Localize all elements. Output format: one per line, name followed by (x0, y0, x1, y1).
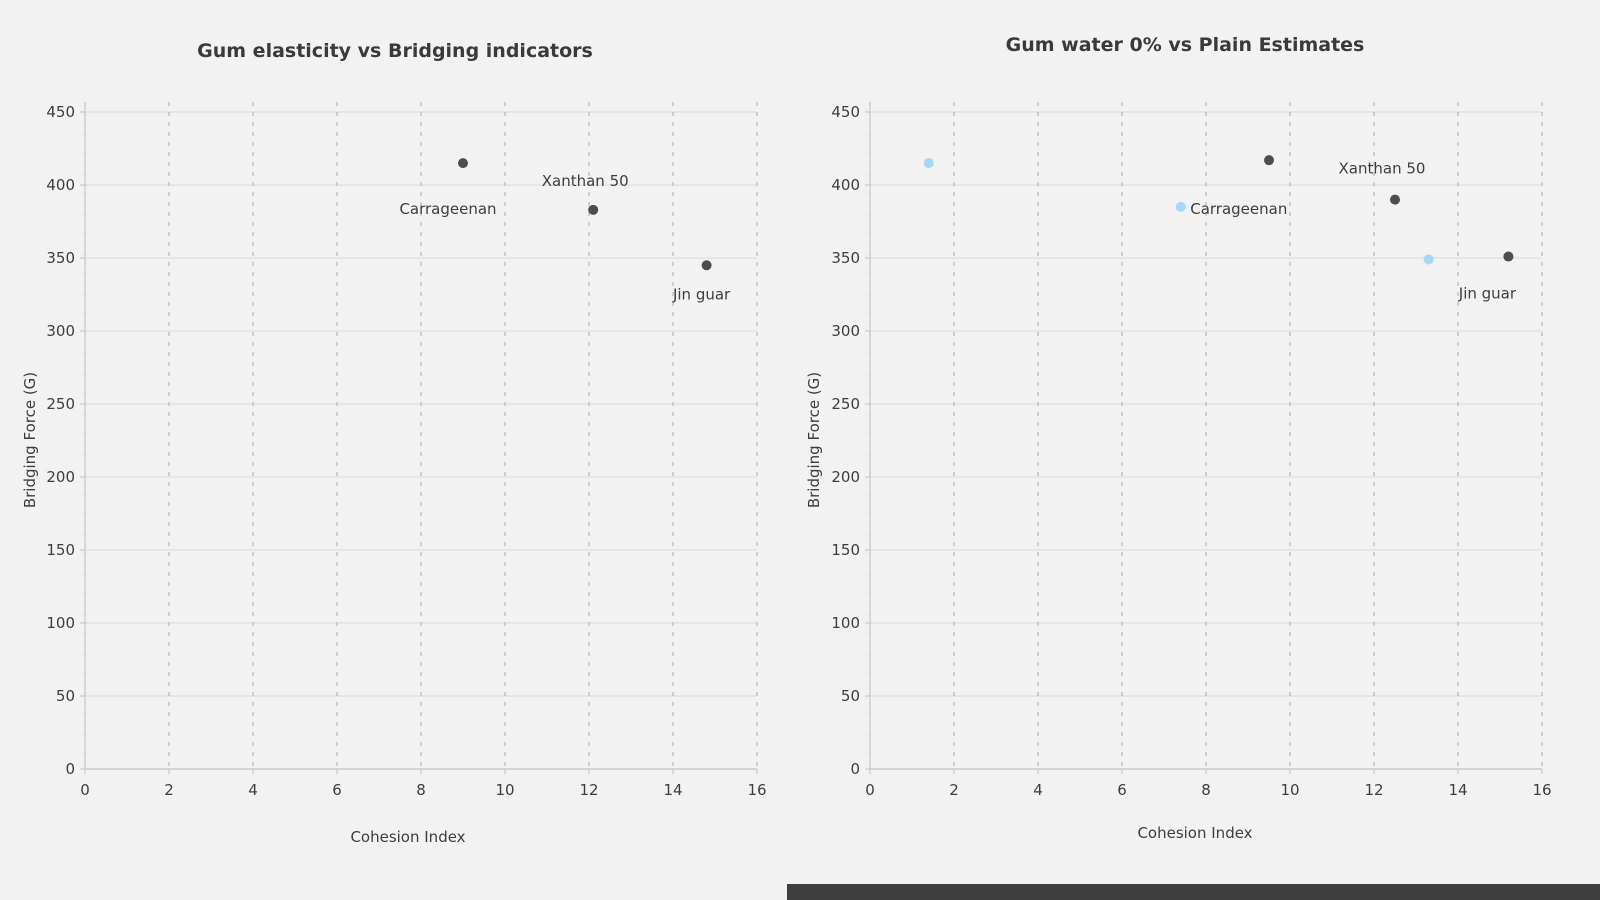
y-tick-label: 200 (46, 468, 75, 486)
x-tick-label: 0 (865, 781, 875, 799)
x-tick-label: 16 (747, 781, 766, 799)
y-tick-label: 450 (831, 103, 860, 121)
data-point (1503, 251, 1514, 262)
data-point (1175, 201, 1186, 212)
data-point (701, 260, 712, 271)
y-tick-label: 50 (841, 687, 860, 705)
x-tick-label: 14 (1448, 781, 1467, 799)
y-tick-label: 0 (850, 760, 860, 778)
y-tick-label: 400 (831, 176, 860, 194)
y-tick-label: 150 (46, 541, 75, 559)
point-label: Jin guar (1458, 285, 1517, 303)
x-tick-label: 6 (1117, 781, 1127, 799)
y-tick-label: 400 (46, 176, 75, 194)
y-tick-label: 350 (46, 249, 75, 267)
x-tick-label: 8 (1201, 781, 1211, 799)
x-tick-label: 14 (663, 781, 682, 799)
y-tick-label: 450 (46, 103, 75, 121)
right-y-axis-label: Bridging Force (G) (805, 371, 823, 509)
x-tick-label: 16 (1532, 781, 1551, 799)
y-tick-label: 250 (46, 395, 75, 413)
data-point (588, 204, 599, 215)
x-tick-label: 2 (949, 781, 959, 799)
y-tick-label: 300 (831, 322, 860, 340)
point-label: Carrageenan (1190, 200, 1287, 218)
data-point (1423, 254, 1434, 265)
y-tick-label: 200 (831, 468, 860, 486)
point-label: Xanthan 50 (1339, 160, 1426, 178)
data-point (923, 158, 934, 169)
data-point (1390, 194, 1400, 205)
x-tick-label: 10 (495, 781, 514, 799)
x-tick-label: 4 (248, 781, 258, 799)
point-label: Carrageenan (399, 200, 496, 218)
y-tick-label: 300 (46, 322, 75, 340)
left-y-axis-label: Bridging Force (G) (21, 371, 39, 509)
left-chart-title: Gum elasticity vs Bridging indicators (197, 40, 593, 62)
y-tick-label: 100 (46, 614, 75, 632)
y-tick-label: 100 (831, 614, 860, 632)
point-label: Xanthan 50 (542, 172, 629, 190)
y-tick-label: 0 (65, 760, 75, 778)
x-tick-label: 2 (164, 781, 174, 799)
x-tick-label: 10 (1280, 781, 1299, 799)
x-tick-label: 6 (332, 781, 342, 799)
point-label: Jin guar (672, 285, 731, 303)
right-chart-title: Gum water 0% vs Plain Estimates (1005, 34, 1365, 56)
y-tick-label: 250 (831, 395, 860, 413)
right-x-axis-label: Cohesion Index (1137, 824, 1253, 842)
data-point (1264, 155, 1274, 166)
left-x-axis-label: Cohesion Index (350, 828, 466, 846)
y-tick-label: 150 (831, 541, 860, 559)
y-tick-label: 350 (831, 249, 860, 267)
x-tick-label: 4 (1033, 781, 1043, 799)
data-point (458, 158, 468, 169)
bottom-taskbar-strip (787, 884, 1600, 900)
x-tick-label: 0 (80, 781, 90, 799)
x-tick-label: 8 (416, 781, 426, 799)
x-tick-label: 12 (1364, 781, 1383, 799)
x-tick-label: 12 (579, 781, 598, 799)
y-tick-label: 50 (56, 687, 75, 705)
